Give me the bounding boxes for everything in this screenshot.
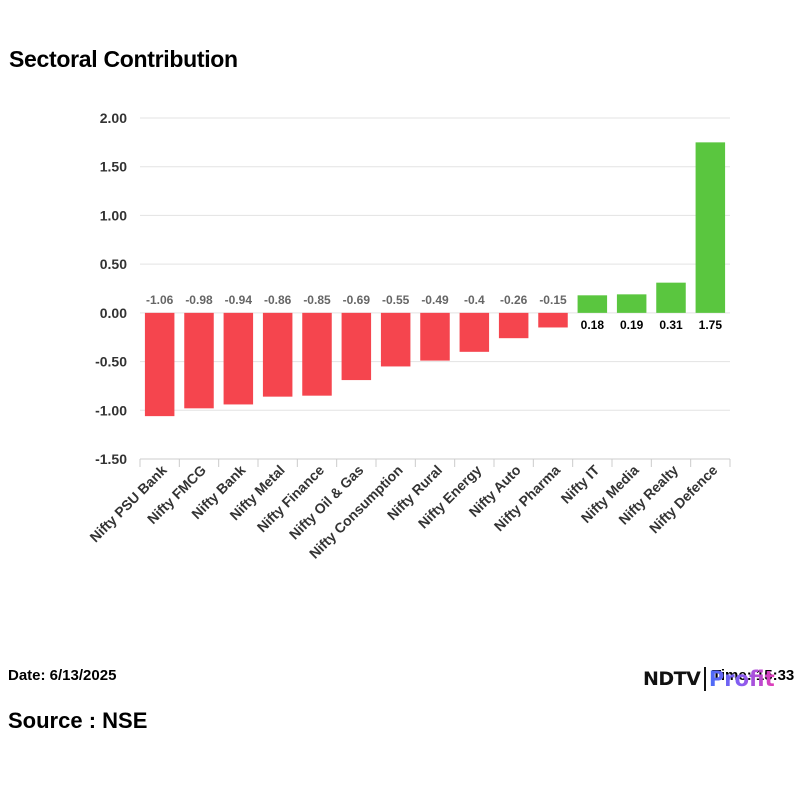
bar xyxy=(144,312,175,417)
bar xyxy=(459,312,490,352)
bar xyxy=(538,312,568,328)
y-tick-label: 1.00 xyxy=(100,207,127,223)
data-label: -1.06 xyxy=(146,293,174,307)
y-tick-label: 2.00 xyxy=(100,110,127,126)
data-label: 0.19 xyxy=(620,318,644,332)
bar xyxy=(262,312,293,397)
y-tick-label: -1.50 xyxy=(95,451,127,467)
data-labels: -1.06 -0.98 -0.94 -0.86 -0.85 -0.69 -0.55 -0.49… xyxy=(146,293,722,332)
bar xyxy=(184,312,214,409)
data-label: -0.26 xyxy=(500,293,528,307)
bar xyxy=(341,312,372,381)
y-tick-label: 0.50 xyxy=(100,256,127,272)
y-axis-ticks: -1.50 -1.00 -0.50 0.00 0.50 1.00 1.50 2.00 xyxy=(95,110,127,467)
bar xyxy=(420,312,450,361)
logo-divider xyxy=(704,667,706,691)
bar xyxy=(656,282,686,313)
chart-title: Sectoral Contribution xyxy=(9,46,238,72)
date-label: Date: 6/13/2025 xyxy=(8,667,117,684)
y-tick-label: 0.00 xyxy=(100,305,127,321)
bar xyxy=(616,294,647,313)
logo-profit-text: Profit xyxy=(708,667,775,691)
data-label: -0.69 xyxy=(343,293,371,307)
data-label: 0.18 xyxy=(581,318,605,332)
data-label: -0.15 xyxy=(539,293,567,307)
data-label: -0.55 xyxy=(382,293,410,307)
bar-chart: -1.50 -1.00 -0.50 0.00 0.50 1.00 1.50 2.00 -1.0… xyxy=(86,110,731,562)
data-label: -0.85 xyxy=(303,293,331,307)
data-label: 0.31 xyxy=(659,318,683,332)
data-label: -0.98 xyxy=(185,293,213,307)
data-label: -0.86 xyxy=(264,293,292,307)
data-label: -0.49 xyxy=(421,293,449,307)
bars xyxy=(144,142,726,417)
y-tick-label: -0.50 xyxy=(95,354,127,370)
bar xyxy=(302,312,332,396)
data-label: 1.75 xyxy=(699,318,723,332)
source-label: Source : NSE xyxy=(8,708,148,733)
ndtv-profit-logo: NDTV Profit xyxy=(643,664,775,694)
bar xyxy=(223,312,254,405)
bar xyxy=(695,142,726,313)
bar xyxy=(577,295,608,313)
time-label: Time: 15:33 xyxy=(712,667,795,684)
data-label: -0.94 xyxy=(225,293,253,307)
y-tick-label: 1.50 xyxy=(100,159,127,175)
logo-ndtv-text: NDTV xyxy=(643,668,701,690)
bar xyxy=(380,312,411,367)
data-label: -0.4 xyxy=(464,293,485,307)
x-tick-label: Nifty Defence xyxy=(646,462,721,537)
y-tick-label: -1.00 xyxy=(95,402,127,418)
grid-lines xyxy=(140,117,730,460)
bar xyxy=(498,312,529,339)
